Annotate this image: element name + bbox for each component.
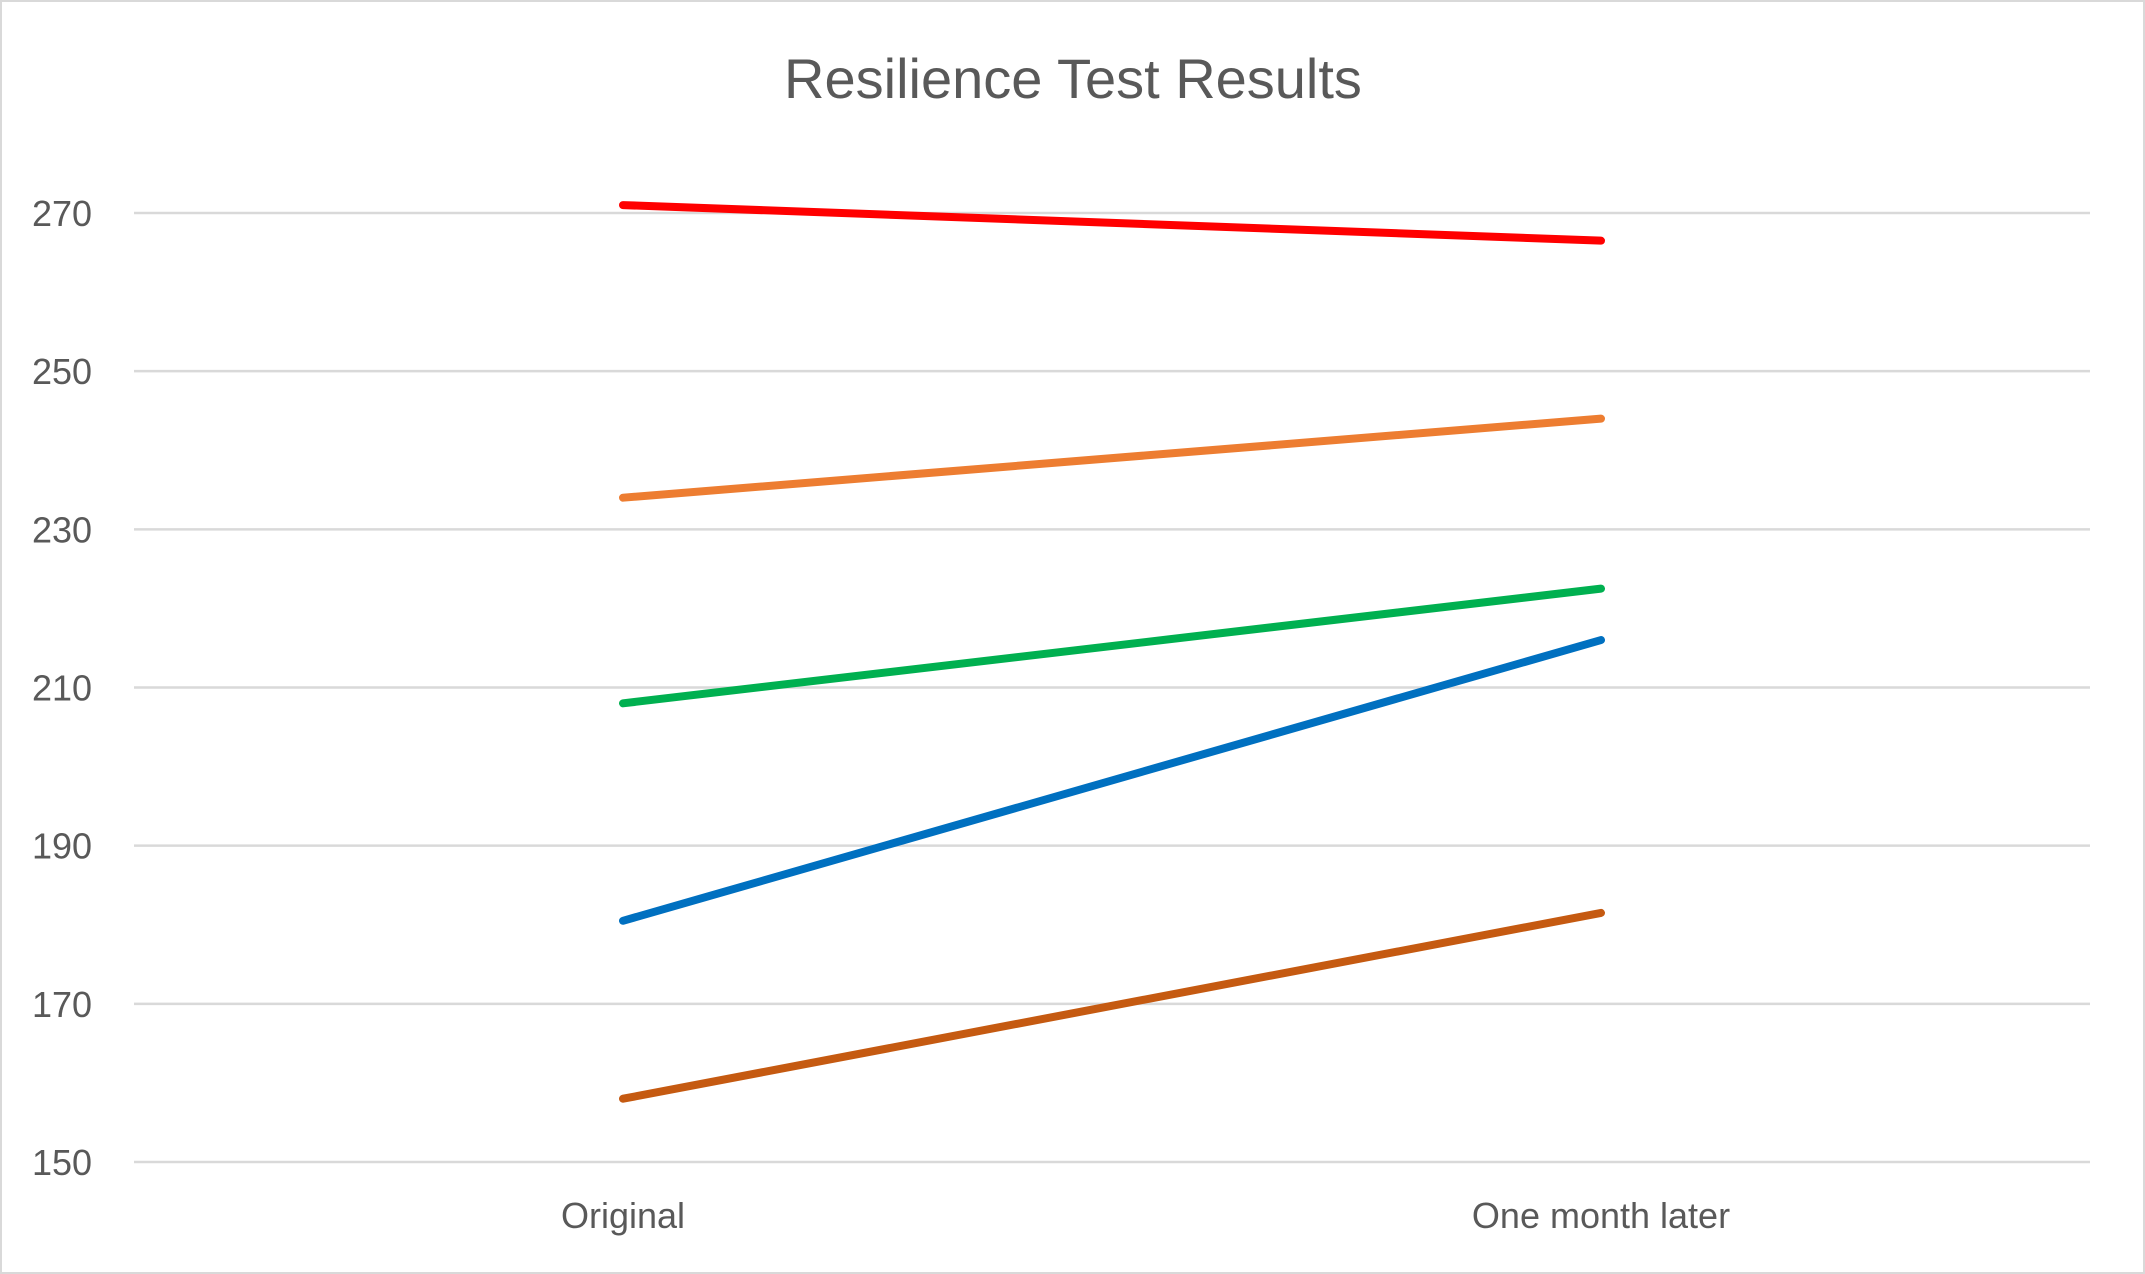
y-tick-label: 170 <box>32 984 92 1025</box>
y-tick-label: 150 <box>32 1142 92 1183</box>
series-line-4 <box>619 636 1605 925</box>
x-tick-label: One month later <box>1472 1195 1730 1236</box>
y-tick-label: 270 <box>32 193 92 234</box>
x-tick-label: Original <box>561 1195 685 1236</box>
chart-title: Resilience Test Results <box>784 47 1362 110</box>
series-line-2 <box>619 414 1605 502</box>
y-tick-label: 190 <box>32 826 92 867</box>
y-axis-tick-labels: 150 170 190 210 230 250 270 <box>32 193 92 1183</box>
series-lines <box>619 201 1605 1103</box>
y-tick-label: 230 <box>32 509 92 550</box>
y-tick-label: 210 <box>32 668 92 709</box>
series-line-5 <box>619 908 1605 1103</box>
gridlines <box>134 211 2090 1164</box>
series-line-3 <box>619 584 1605 708</box>
series-line-1 <box>619 201 1605 245</box>
y-tick-label: 250 <box>32 351 92 392</box>
x-axis-tick-labels: Original One month later <box>561 1195 1730 1236</box>
